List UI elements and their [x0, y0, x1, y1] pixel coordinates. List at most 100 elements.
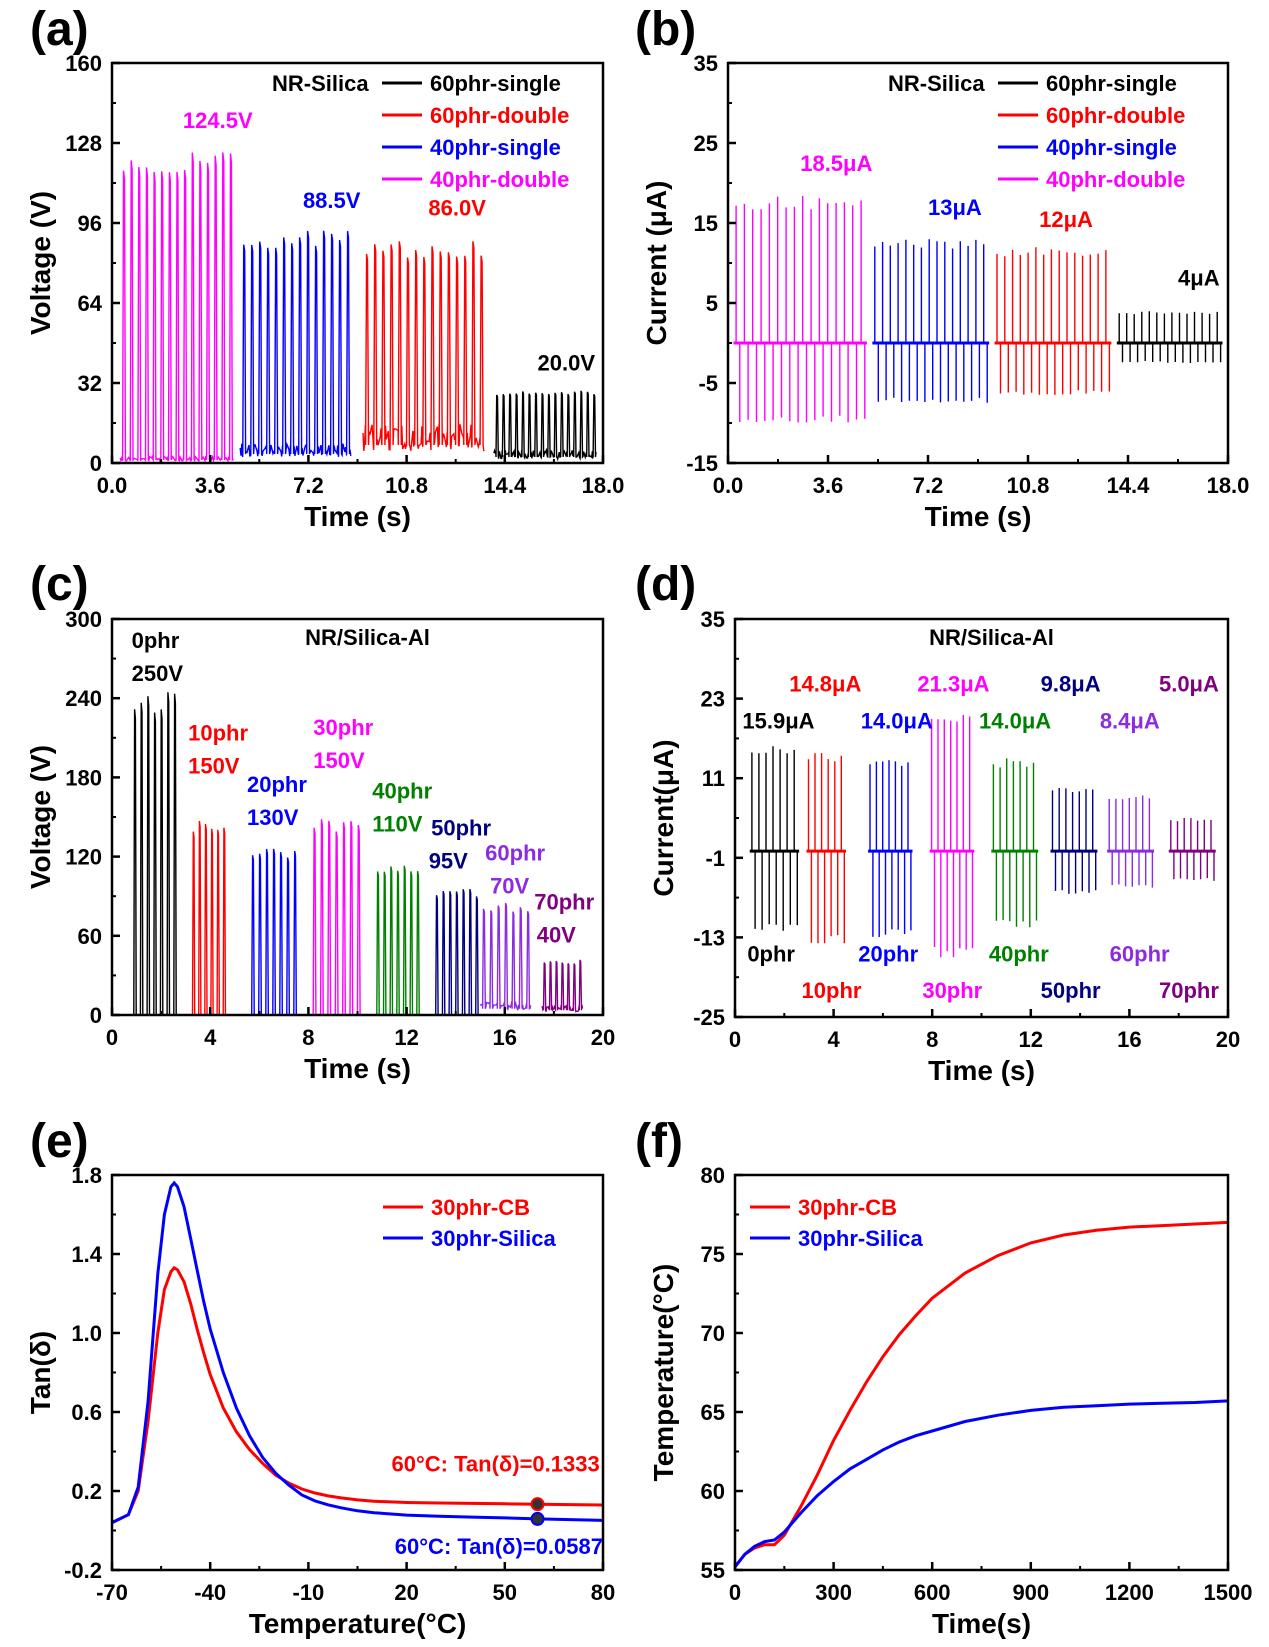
- x-tick-label: 0: [729, 1580, 741, 1605]
- legend-label: 30phr-CB: [431, 1195, 530, 1220]
- annotation: 50phr: [1041, 978, 1101, 1003]
- y-tick-label: 1.0: [71, 1321, 102, 1346]
- panel-label: (b): [635, 3, 696, 56]
- annotation: 13μA: [928, 195, 982, 220]
- legend-label: 60phr-double: [1046, 103, 1185, 128]
- series-30phr-Silica: [111, 1180, 604, 1524]
- panel-label: (c): [30, 558, 89, 611]
- legend-label: 40phr-single: [430, 135, 561, 160]
- legend-label: 40phr-double: [430, 167, 569, 192]
- voltage-pulses: [493, 390, 597, 462]
- legend-label: 30phr-Silica: [431, 1226, 556, 1251]
- annotation: 30phr: [313, 715, 373, 740]
- current-pulses: [872, 239, 990, 403]
- series-10phr: [190, 820, 227, 1016]
- y-tick-label: 15: [694, 211, 718, 236]
- series-40phr-single: [872, 239, 990, 403]
- series-50phr: [433, 888, 480, 1016]
- series-40phr-single: [239, 230, 352, 458]
- x-tick-label: 7.2: [293, 473, 324, 498]
- x-tick-label: 50: [493, 1580, 517, 1605]
- x-tick-label: -40: [194, 1580, 226, 1605]
- annotation: 40phr: [372, 779, 432, 804]
- series-10phr: [806, 753, 846, 944]
- panel-label: (e): [30, 1115, 89, 1168]
- plot-data: [119, 152, 597, 464]
- annotation: 14.0μA: [861, 708, 933, 733]
- panel-label: (a): [30, 3, 89, 56]
- series-line: [733, 1399, 1229, 1568]
- x-tick-label: 8: [926, 1027, 938, 1052]
- chart-title: NR/Silica-Al: [929, 625, 1054, 650]
- x-axis-label: Time (s): [928, 1055, 1035, 1086]
- series-30phr-CB: [733, 1220, 1229, 1568]
- y-tick-label: 55: [701, 1558, 725, 1583]
- x-tick-label: 7.2: [913, 473, 944, 498]
- voltage-pulses: [374, 865, 421, 1016]
- y-tick-label: 23: [701, 687, 725, 712]
- annotation: 9.8μA: [1041, 671, 1101, 696]
- x-tick-label: 10.8: [1007, 473, 1050, 498]
- legend-label: 60phr-double: [430, 103, 569, 128]
- x-tick-label: 20: [1216, 1027, 1240, 1052]
- y-tick-label: 120: [65, 845, 102, 870]
- annotation: 8.4μA: [1100, 708, 1160, 733]
- current-pulses: [991, 758, 1039, 928]
- annotation: 18.5μA: [800, 151, 872, 176]
- annotation: 14.0μA: [979, 708, 1051, 733]
- series-line: [111, 1265, 604, 1524]
- annotation: 130V: [247, 805, 299, 830]
- y-tick-label: 240: [65, 686, 102, 711]
- annotation: 70V: [490, 874, 529, 899]
- chart-title: NR/Silica-Al: [305, 625, 430, 650]
- y-tick-label: -5: [698, 371, 718, 396]
- series-30phr-CB: [111, 1265, 604, 1524]
- legend-title: NR-Silica: [888, 71, 985, 96]
- annotation: 0phr: [132, 628, 180, 653]
- annotation: 124.5V: [183, 108, 253, 133]
- series-40phr-double: [119, 152, 234, 464]
- annotation: 95V: [429, 848, 468, 873]
- x-tick-label: 80: [591, 1580, 615, 1605]
- x-tick-label: 1500: [1204, 1580, 1253, 1605]
- current-pulses: [994, 247, 1112, 395]
- series-30phr: [310, 819, 362, 1016]
- annotation: 21.3μA: [917, 671, 989, 696]
- annotation: 40V: [537, 922, 576, 947]
- legend-label: 30phr-CB: [798, 1195, 897, 1220]
- y-tick-label: 0.6: [71, 1400, 102, 1425]
- x-tick-label: 12: [394, 1025, 418, 1050]
- y-tick-label: 75: [701, 1242, 725, 1267]
- annotation: 88.5V: [303, 188, 361, 213]
- annotation: 60°C: Tan(δ)=0.1333: [392, 1451, 600, 1476]
- x-tick-label: 4: [827, 1027, 840, 1052]
- y-tick-label: 300: [65, 607, 102, 632]
- panel-b: (b) 0.0 3.6 7.2 10.8 14.4 18.0 -15 -5 5 15 25 35 Time…: [635, 3, 1249, 532]
- series-60phr: [479, 902, 532, 1011]
- x-tick-label: 18.0: [1207, 473, 1250, 498]
- panel-c: (c) 0 4 8 12 16 20 0 60 120 180 240 300 Time (s) Volta…: [25, 558, 615, 1084]
- voltage-pulses: [479, 902, 532, 1011]
- series-50phr: [1050, 788, 1098, 894]
- x-tick-label: 1200: [1105, 1580, 1154, 1605]
- y-tick-label: 1.4: [71, 1242, 102, 1267]
- voltage-pulses: [541, 959, 584, 1013]
- x-tick-label: 3.6: [195, 473, 226, 498]
- series-60phr-single: [493, 390, 597, 462]
- annotation: 40phr: [989, 941, 1049, 966]
- annotation: 70phr: [1159, 978, 1219, 1003]
- data-marker: [530, 1511, 545, 1526]
- annotation: 150V: [313, 748, 365, 773]
- series-30phr-Silica: [733, 1399, 1229, 1568]
- plot-data: [733, 195, 1223, 423]
- panel-a: (a) 0.0 3.6 7.2 10.8 14.4 18.0 0 32 64 96 128 160 Tim…: [25, 3, 624, 532]
- series-60phr-double: [994, 247, 1112, 395]
- current-pulses: [733, 195, 867, 423]
- x-tick-label: 8: [302, 1025, 314, 1050]
- y-tick-label: -0.2: [64, 1558, 102, 1583]
- legend: NR-Silica 60phr-single 60phr-double 40phr-s…: [888, 71, 1185, 192]
- y-tick-label: 1.8: [71, 1163, 102, 1188]
- annotation: 110V: [372, 812, 422, 837]
- series-0phr: [131, 692, 178, 1016]
- legend: 30phr-CB 30phr-Silica: [383, 1195, 556, 1251]
